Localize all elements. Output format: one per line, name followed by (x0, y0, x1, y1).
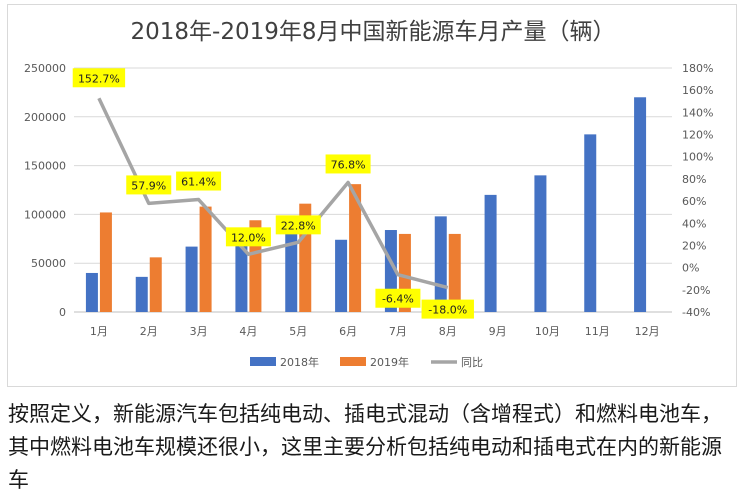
left-tick-label: 150000 (24, 160, 66, 173)
bar-2019 (149, 257, 162, 312)
bar-2018 (135, 276, 148, 312)
legend-label: 2018年 (280, 355, 319, 369)
left-tick-label: 0 (59, 306, 66, 319)
bar-2018 (235, 241, 248, 312)
right-tick-label: 80% (682, 173, 706, 186)
category-label: 6月 (339, 325, 357, 338)
legend-label: 2019年 (370, 355, 409, 369)
legend-label: 同比 (461, 356, 483, 369)
right-tick-label: 20% (682, 239, 706, 252)
category-label: 10月 (535, 325, 560, 338)
category-label: 4月 (239, 325, 257, 338)
right-tick-label: 0% (682, 262, 699, 275)
data-label: 76.8% (331, 158, 366, 171)
bar-2018 (584, 134, 597, 312)
right-tick-label: 40% (682, 217, 706, 230)
bar-2019 (448, 233, 461, 312)
data-label-bg (375, 288, 421, 308)
bar-2018 (85, 272, 98, 312)
data-label: 61.4% (181, 176, 216, 189)
data-label-bg (325, 154, 371, 174)
category-label: 1月 (90, 325, 108, 338)
bar-2019 (99, 212, 112, 312)
category-label: 8月 (439, 325, 457, 338)
right-tick-label: 180% (682, 62, 713, 75)
bar-2019 (349, 184, 362, 312)
bar-2018 (634, 97, 647, 312)
bar-2018 (484, 194, 497, 312)
legend-swatch (340, 357, 366, 366)
category-label: 3月 (190, 325, 208, 338)
data-label-bg (126, 175, 172, 195)
right-tick-label: 60% (682, 195, 706, 208)
chart-canvas: 2018年-2019年8月中国新能源车月产量（辆） 0 50000 100000 150… (24, 19, 713, 369)
legend-swatch (250, 357, 276, 366)
bar-2018 (335, 239, 348, 312)
right-tick-label: 160% (682, 84, 713, 97)
category-label: 2月 (140, 325, 158, 338)
left-tick-label: 50000 (31, 257, 66, 270)
data-label-bg (421, 299, 474, 319)
right-tick-label: 120% (682, 129, 713, 142)
right-tick-label: -40% (682, 306, 710, 319)
bar-2018 (285, 232, 298, 312)
data-label-bg (275, 215, 321, 235)
chart-frame: 2018年-2019年8月中国新能源车月产量（辆） 0 50000 100000 150… (7, 4, 737, 387)
right-tick-label: 100% (682, 151, 713, 164)
data-label-bg (225, 227, 271, 247)
category-label: 12月 (635, 325, 660, 338)
category-label: 9月 (489, 325, 507, 338)
data-label-bg (176, 171, 222, 191)
category-label: 7月 (389, 325, 407, 338)
data-label: -18.0% (428, 304, 467, 317)
chart-title: 2018年-2019年8月中国新能源车月产量（辆） (131, 19, 616, 45)
bar-2019 (199, 206, 212, 312)
caption-text: 按照定义，新能源汽车包括纯电动、插电式混动（含增程式）和燃料电池车，其中燃料电池… (8, 402, 722, 492)
data-label: 22.8% (281, 219, 316, 232)
data-label: 152.7% (78, 72, 120, 85)
category-label: 5月 (289, 325, 307, 338)
bar-2018 (434, 216, 447, 312)
left-tick-label: 200000 (24, 111, 66, 124)
right-tick-label: 140% (682, 106, 713, 119)
data-label: 12.0% (231, 231, 266, 244)
bar-2018 (534, 175, 547, 312)
bar-2018 (185, 246, 198, 312)
data-label: 57.9% (131, 179, 166, 192)
yoy-line (97, 97, 449, 290)
right-tick-label: -20% (682, 284, 710, 297)
left-tick-label: 100000 (24, 208, 66, 221)
left-tick-label: 250000 (24, 62, 66, 75)
category-label: 11月 (585, 325, 610, 338)
data-label-bg (72, 68, 126, 88)
data-label: -6.4% (382, 293, 414, 306)
